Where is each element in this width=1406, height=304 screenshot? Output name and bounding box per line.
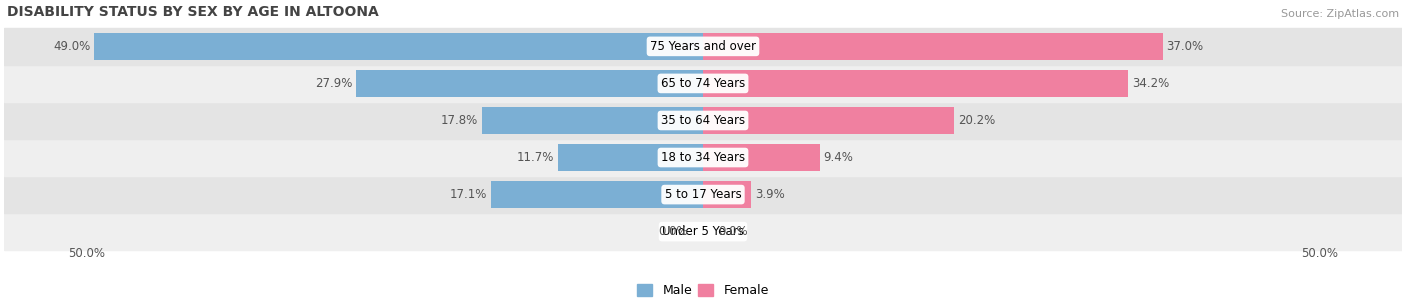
Bar xyxy=(703,107,955,134)
Bar xyxy=(703,144,820,171)
Bar xyxy=(703,181,751,208)
Bar xyxy=(4,176,1402,213)
Bar xyxy=(558,144,703,171)
Legend: Male, Female: Male, Female xyxy=(633,279,773,302)
Bar xyxy=(4,139,1402,176)
Bar xyxy=(703,70,1128,97)
Text: 65 to 74 Years: 65 to 74 Years xyxy=(661,77,745,90)
Bar xyxy=(491,181,703,208)
Bar xyxy=(4,65,1402,102)
Text: 5 to 17 Years: 5 to 17 Years xyxy=(665,188,741,201)
Bar xyxy=(4,102,1402,139)
Bar xyxy=(4,213,1402,250)
Text: 50.0%: 50.0% xyxy=(67,247,104,260)
Text: 17.8%: 17.8% xyxy=(440,114,478,127)
Text: 17.1%: 17.1% xyxy=(450,188,486,201)
Text: 75 Years and over: 75 Years and over xyxy=(650,40,756,53)
Text: 27.9%: 27.9% xyxy=(315,77,353,90)
Text: 37.0%: 37.0% xyxy=(1167,40,1204,53)
Text: 34.2%: 34.2% xyxy=(1132,77,1168,90)
Text: 3.9%: 3.9% xyxy=(755,188,785,201)
Text: 50.0%: 50.0% xyxy=(1302,247,1339,260)
Text: 11.7%: 11.7% xyxy=(516,151,554,164)
Text: DISABILITY STATUS BY SEX BY AGE IN ALTOONA: DISABILITY STATUS BY SEX BY AGE IN ALTOO… xyxy=(7,5,378,19)
Text: 35 to 64 Years: 35 to 64 Years xyxy=(661,114,745,127)
Bar xyxy=(356,70,703,97)
Text: 0.0%: 0.0% xyxy=(718,225,748,238)
Text: Source: ZipAtlas.com: Source: ZipAtlas.com xyxy=(1281,9,1399,19)
Text: 9.4%: 9.4% xyxy=(824,151,853,164)
Text: Under 5 Years: Under 5 Years xyxy=(662,225,744,238)
Bar xyxy=(703,33,1163,60)
Text: 18 to 34 Years: 18 to 34 Years xyxy=(661,151,745,164)
Text: 49.0%: 49.0% xyxy=(53,40,90,53)
Bar xyxy=(94,33,703,60)
Bar xyxy=(4,28,1402,65)
Text: 20.2%: 20.2% xyxy=(957,114,995,127)
Bar xyxy=(482,107,703,134)
Text: 0.0%: 0.0% xyxy=(658,225,688,238)
